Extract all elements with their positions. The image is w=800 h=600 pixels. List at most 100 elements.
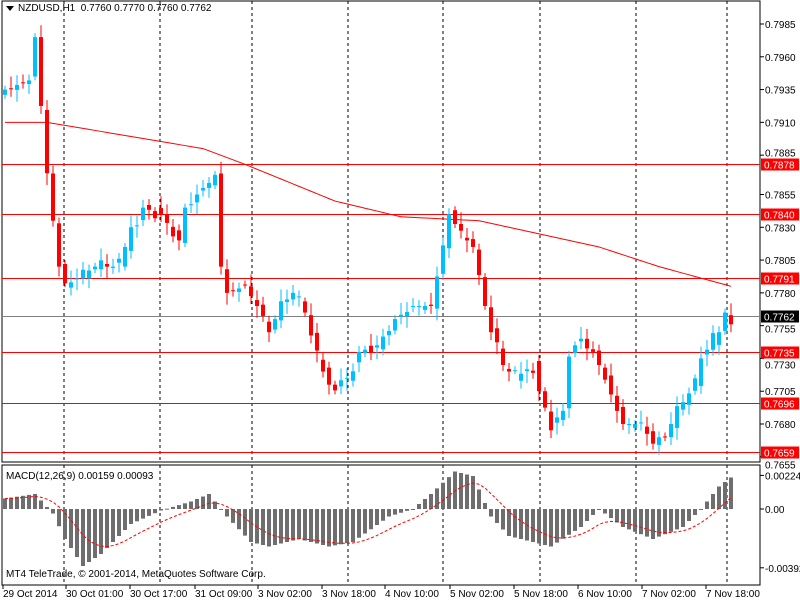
macd-histogram-bar: [393, 509, 397, 515]
macd-histogram-bar: [441, 482, 445, 509]
price-tick-label: 0.7705: [765, 387, 796, 398]
candle-bear: [507, 368, 511, 372]
macd-histogram-bar: [189, 501, 193, 509]
macd-histogram-bar: [303, 509, 307, 541]
macd-histogram-bar: [129, 509, 133, 524]
candle-bear: [477, 249, 481, 276]
macd-histogram-bar: [21, 495, 25, 509]
candle-bear: [537, 361, 541, 392]
time-label: 5 Nov 02:00: [450, 589, 504, 600]
candle-bear: [177, 230, 181, 241]
candle-bull: [681, 402, 685, 410]
macd-histogram-bar: [105, 509, 109, 548]
macd-histogram-bar: [591, 509, 595, 515]
macd-histogram-bar: [183, 503, 187, 509]
macd-histogram-bar: [699, 509, 703, 510]
candle-bear: [39, 37, 43, 106]
macd-histogram-bar: [33, 494, 37, 509]
candle-bear: [267, 321, 271, 333]
candle-bear: [9, 88, 13, 90]
candle-bull: [435, 276, 439, 309]
candle-bull: [87, 270, 91, 279]
macd-histogram-bar: [429, 494, 433, 509]
macd-histogram-bar: [687, 509, 691, 521]
macd-histogram-bar: [549, 509, 553, 547]
time-label: 6 Nov 10:00: [578, 589, 632, 600]
macd-histogram-bar: [75, 509, 79, 557]
macd-histogram-bar: [645, 509, 649, 537]
level-label-bg: [761, 346, 799, 359]
candle-bull: [375, 345, 379, 348]
macd-histogram-bar: [141, 509, 145, 519]
time-label: 7 Nov 02:00: [642, 589, 696, 600]
macd-histogram-bar: [159, 509, 163, 511]
candle-bear: [543, 391, 547, 408]
candle-bear: [243, 284, 247, 286]
candle-bull: [117, 258, 121, 263]
macd-histogram-bar: [597, 509, 601, 510]
macd-histogram-bar: [717, 486, 721, 509]
candle-bull: [207, 182, 211, 188]
macd-histogram-bar: [675, 509, 679, 530]
macd-histogram-bar: [225, 509, 229, 517]
candle-bull: [273, 319, 277, 330]
macd-histogram-bar: [387, 509, 391, 517]
candle-bear: [315, 332, 319, 351]
macd-histogram-bar: [135, 509, 139, 522]
candle-bull: [213, 174, 217, 186]
macd-histogram-bar: [465, 474, 469, 509]
level-label-bg: [761, 446, 799, 459]
macd-histogram-bar: [123, 509, 127, 530]
macd-histogram-bar: [213, 501, 217, 509]
macd-histogram-bar: [219, 509, 223, 510]
price-tick-label: 0.7730: [765, 361, 796, 372]
main-pane-frame: [1, 0, 761, 463]
macd-histogram-bar: [669, 509, 673, 532]
candle-bull: [69, 282, 73, 288]
macd-histogram-bar: [237, 509, 241, 530]
candle-bear: [459, 224, 463, 231]
candle-bull: [693, 378, 697, 391]
current-price-label: 0.7762: [764, 313, 795, 324]
macd-histogram-bar: [615, 509, 619, 523]
price-tick-label: 0.7805: [765, 256, 796, 267]
price-tick-label: 0.7830: [765, 223, 796, 234]
candle-bear: [369, 345, 373, 353]
candle-bull: [111, 266, 115, 268]
candle-bull: [705, 349, 709, 355]
price-tick-label: 0.7755: [765, 325, 796, 336]
candle-bull: [555, 417, 559, 423]
macd-histogram-bar: [681, 509, 685, 527]
time-label: 5 Nov 18:00: [514, 589, 568, 600]
macd-histogram-bar: [603, 509, 607, 514]
candle-bull: [381, 336, 385, 350]
macd-histogram-bar: [627, 509, 631, 530]
copyright-text: MT4 TeleTrade, © 2001-2014, MetaQuotes S…: [6, 569, 266, 580]
level-label: 0.7659: [764, 449, 795, 460]
candle-bull: [675, 406, 679, 428]
candle-bull: [627, 424, 631, 426]
price-tick-label: 0.7855: [765, 190, 796, 201]
time-label: 29 Oct 2014: [3, 589, 58, 600]
candle-bull: [129, 227, 133, 251]
macd-histogram-bar: [57, 509, 61, 527]
macd-histogram-bar: [99, 509, 103, 554]
candle-bear: [489, 307, 493, 333]
macd-histogram-bar: [147, 509, 151, 516]
macd-histogram-bar: [195, 499, 199, 509]
macd-histogram-bar: [711, 494, 715, 509]
macd-histogram-bar: [417, 504, 421, 509]
macd-histogram-bar: [459, 473, 463, 509]
macd-histogram-bar: [117, 509, 121, 536]
macd-histogram-bar: [369, 509, 373, 530]
macd-histogram-bar: [153, 509, 157, 514]
candle-bull: [99, 260, 103, 270]
candle-bear: [483, 277, 487, 306]
macd-histogram-bar: [81, 509, 85, 566]
dropdown-triangle-icon[interactable]: [6, 5, 14, 11]
candle-bear: [171, 226, 175, 237]
candle-bear: [453, 210, 457, 225]
macd-histogram-bar: [267, 509, 271, 547]
candle-bull: [639, 422, 643, 424]
